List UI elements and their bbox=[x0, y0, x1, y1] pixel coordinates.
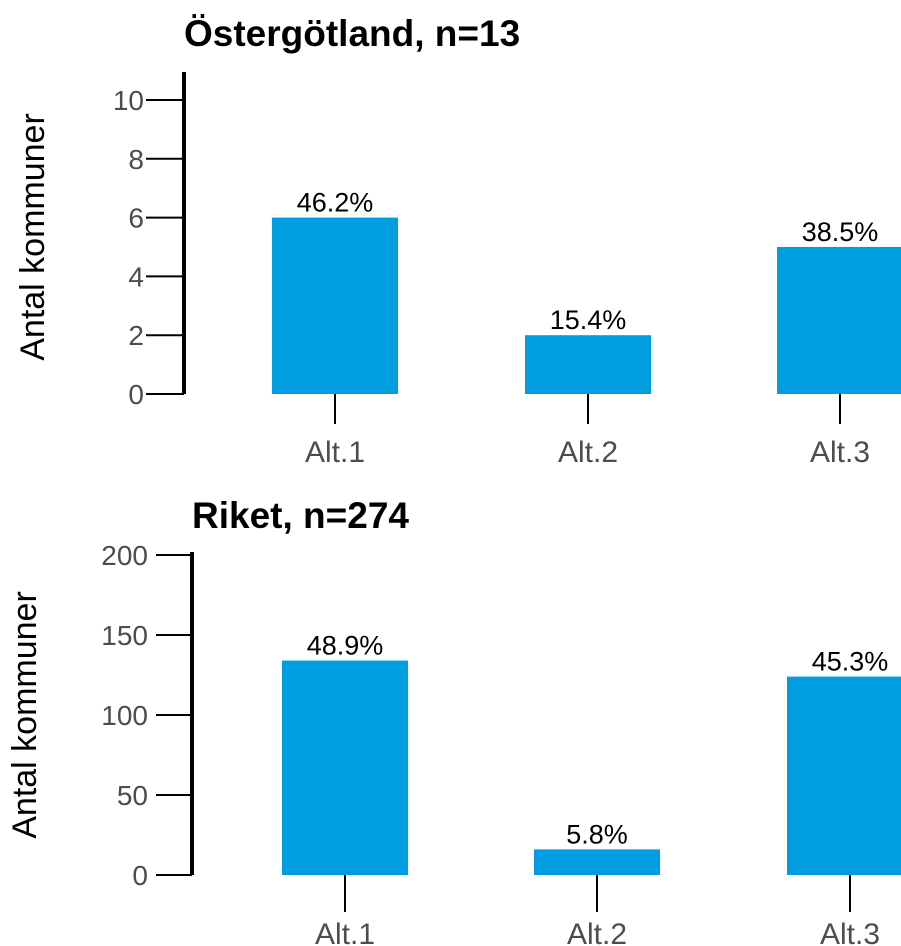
x-tick-label: Alt.1 bbox=[305, 436, 365, 469]
data-label: 48.9% bbox=[307, 631, 384, 661]
y-tick-label: 150 bbox=[101, 620, 148, 651]
y-tick-label: 4 bbox=[128, 261, 144, 292]
y-tick-label: 2 bbox=[128, 320, 144, 351]
bar-alt1 bbox=[272, 217, 398, 394]
bar-alt2 bbox=[534, 849, 660, 875]
bar-alt1 bbox=[282, 660, 408, 875]
chart-title: Östergötland, n=13 bbox=[184, 13, 520, 54]
y-tick-label: 200 bbox=[101, 540, 148, 571]
x-tick-label: Alt.3 bbox=[820, 918, 880, 946]
y-axis-label: Antal kommuner bbox=[6, 591, 44, 839]
y-tick-label: 6 bbox=[128, 203, 144, 234]
y-tick-label: 0 bbox=[128, 379, 144, 410]
bar-alt2 bbox=[525, 335, 651, 394]
chart-title: Riket, n=274 bbox=[192, 495, 409, 536]
y-tick-label: 8 bbox=[128, 144, 144, 175]
data-label: 46.2% bbox=[297, 188, 374, 218]
bar-alt3 bbox=[787, 676, 901, 875]
x-tick-label: Alt.3 bbox=[810, 436, 870, 469]
chart-panel-riket: Riket, n=274 Antal kommuner 0 50 100 150 200 48… bbox=[6, 495, 901, 946]
data-label: 45.3% bbox=[812, 647, 889, 677]
data-label: 15.4% bbox=[550, 305, 627, 335]
y-axis-label: Antal kommuner bbox=[14, 113, 52, 361]
x-tick-label: Alt.2 bbox=[558, 436, 618, 469]
data-label: 38.5% bbox=[802, 217, 879, 247]
x-tick-label: Alt.2 bbox=[567, 918, 627, 946]
chart-panel-ostergotland: Östergötland, n=13 Antal kommuner 0 2 4 6 8 10 4… bbox=[14, 13, 901, 469]
bar-alt3 bbox=[777, 247, 901, 394]
data-label: 5.8% bbox=[566, 819, 628, 849]
y-tick-label: 10 bbox=[113, 85, 144, 116]
y-tick-label: 100 bbox=[101, 700, 148, 731]
y-tick-label: 0 bbox=[132, 860, 148, 891]
y-tick-label: 50 bbox=[117, 780, 148, 811]
x-tick-label: Alt.1 bbox=[315, 918, 375, 946]
